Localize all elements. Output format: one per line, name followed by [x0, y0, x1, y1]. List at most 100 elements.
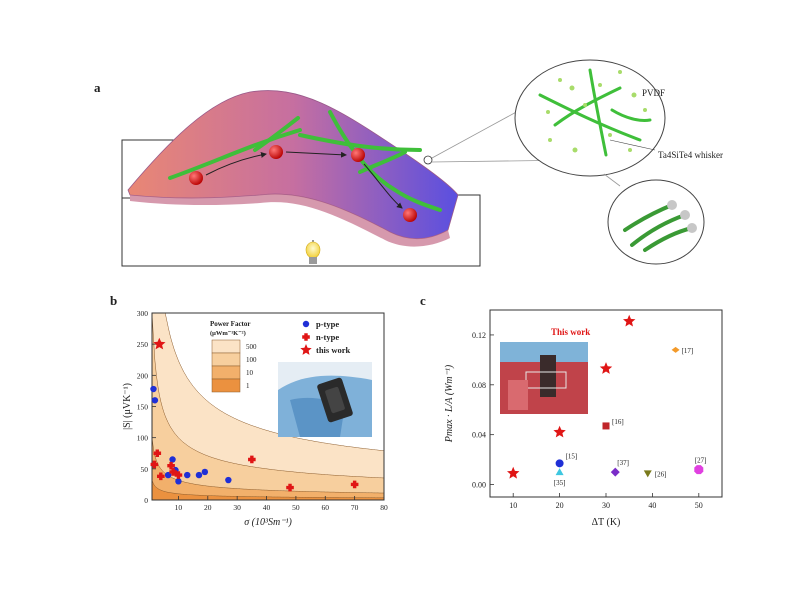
callout-pvdf-label: PVDF	[642, 88, 665, 98]
zoom-marker	[423, 155, 433, 165]
b-ytick-label: 250	[137, 340, 149, 349]
ref-label: [26]	[655, 470, 667, 478]
c-xtick-label: 30	[602, 501, 610, 510]
this-work-point	[599, 362, 613, 374]
pf-swatch-label: 1	[246, 382, 250, 390]
b-xtick-label: 10	[175, 503, 183, 512]
ref-17-point	[671, 346, 680, 353]
pf-legend-units: (μWm⁻¹K⁻²)	[210, 330, 246, 337]
c-ylabel: Pmax · L/A (Wm⁻¹)	[444, 364, 455, 443]
pf-swatch-label: 500	[246, 343, 257, 351]
callout-whisker-label: Ta4SiTe4 whisker	[658, 150, 723, 160]
p-type-point	[225, 476, 232, 484]
legend-label-n-type: n-type	[316, 332, 339, 342]
n-type-point	[167, 461, 175, 470]
ref-26-point	[643, 470, 652, 478]
pf-swatch-label: 10	[246, 369, 254, 377]
b-ytick-label: 300	[137, 309, 149, 318]
charge-carriers	[189, 145, 417, 222]
c-ytick-label: 0.04	[472, 431, 486, 440]
ref-label: [27]	[695, 457, 707, 465]
c-xtick-label: 20	[556, 501, 564, 510]
p-type-point	[195, 471, 203, 479]
light-bulb-icon	[305, 240, 321, 264]
b-xtick-label: 20	[204, 503, 212, 512]
ref-label: [16]	[612, 418, 624, 426]
panel-b-label: b	[110, 293, 117, 308]
n-type-point	[350, 480, 359, 489]
ref-label: [35]	[554, 479, 566, 487]
b-ytick-label: 200	[137, 371, 149, 380]
ref-35-point	[555, 468, 564, 476]
carrier-arrows	[205, 151, 403, 209]
this-work-point	[623, 314, 636, 327]
ref-label: [37]	[617, 459, 629, 467]
b-xtick-label: 50	[292, 503, 300, 512]
b-xlabel: σ (10³Sm⁻¹)	[244, 517, 292, 528]
n-type-point	[150, 460, 159, 469]
legend-n-type-marker	[302, 333, 310, 341]
power-factor-regions	[151, 312, 385, 501]
this-work-point	[553, 425, 566, 438]
n-type-point	[248, 455, 256, 464]
module-photo-inset	[500, 342, 588, 414]
c-xtick-label: 10	[509, 501, 517, 510]
legend-this-work-marker	[300, 344, 312, 355]
callout-whisker-detail	[607, 179, 705, 265]
pf-region-500	[151, 312, 385, 501]
c-ytick-label: 0.00	[472, 481, 486, 490]
b-ylabel: |S| (μVK⁻¹)	[122, 383, 133, 430]
p-type-point	[201, 468, 209, 476]
pvdf-particles	[546, 70, 647, 153]
whiskers	[168, 110, 442, 212]
c-xtick-label: 50	[695, 501, 703, 510]
pf-legend-title: Power Factor	[210, 320, 251, 328]
b-xtick-label: 60	[322, 503, 330, 512]
b-ytick-label: 100	[137, 434, 149, 443]
pf-swatch-100	[211, 352, 241, 367]
panel-c-label: c	[420, 293, 426, 308]
ref-16-point	[602, 422, 610, 430]
n-type-point	[153, 449, 162, 458]
b-xtick-label: 40	[263, 503, 271, 512]
b-legend-box	[296, 314, 380, 362]
legend-label-p-type: p-type	[316, 319, 339, 329]
p-type-point	[150, 385, 157, 393]
n-type-point	[174, 471, 183, 479]
whisker-tips	[667, 200, 697, 233]
panel-a: a	[94, 59, 723, 267]
p-type-point	[184, 471, 191, 479]
legend-p-type-marker	[302, 320, 310, 328]
zoom-line-3	[603, 173, 621, 187]
circuit-wire-bottom	[121, 194, 481, 267]
panel-c-axes: 0.00 0.04 0.08 0.12 10 20 30 40 50 ΔT (K) Pmax · L…	[444, 331, 703, 528]
film-edge	[130, 194, 450, 247]
pf-region-1	[151, 480, 385, 501]
ref-37-point	[610, 467, 620, 477]
ref-label: [17]	[682, 347, 694, 355]
n-type-point	[286, 483, 294, 492]
legend-label-this-work: this work	[316, 345, 351, 355]
c-ytick-label: 0.08	[472, 381, 486, 390]
n-type-point	[169, 468, 177, 476]
c-xlabel: ΔT (K)	[592, 517, 621, 528]
p-type-point	[175, 478, 182, 485]
panel-b-axes: 0 50 100 150 200 250 300 10 20 30 40 50 60 70 80 σ (10³…	[122, 309, 388, 528]
power-factor-legend: Power Factor (μWm⁻¹K⁻²) 500 100 10 1	[210, 320, 257, 393]
panel-b: b 0 50 100 150 200 250 300 10 20 30 40 50 60 70 80 σ (1…	[110, 293, 388, 528]
flexible-film	[127, 90, 459, 239]
zoom-line-1	[431, 109, 521, 159]
panel-c-points: [15] [35] [16] [37] [26] [27] [17]	[507, 314, 707, 487]
pf-swatch-500	[211, 339, 241, 354]
b-xtick-label: 70	[351, 503, 359, 512]
pf-swatch-1	[211, 378, 241, 393]
p-type-point	[151, 397, 159, 404]
this-work-annotation: This work	[551, 327, 590, 337]
callout-whiskers	[538, 68, 652, 157]
c-xtick-label: 40	[648, 501, 656, 510]
c-ytick-label: 0.12	[472, 331, 486, 340]
b-xtick-label: 30	[233, 503, 241, 512]
whisker-pointer	[609, 139, 656, 151]
n-type-point	[157, 472, 165, 481]
